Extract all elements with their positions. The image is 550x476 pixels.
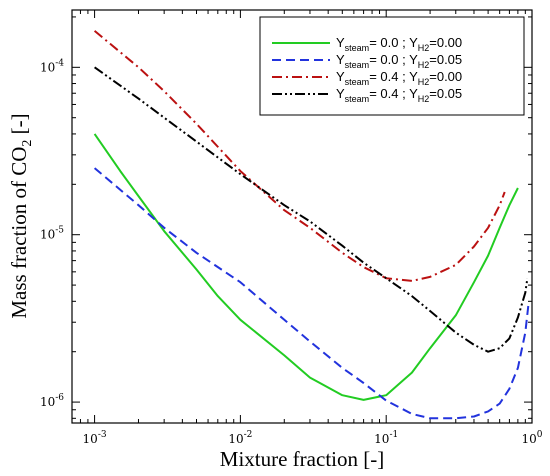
y-tick-label-base: 10 [40,395,55,409]
x-tick-label-3: 100 [521,430,542,446]
legend-samples [272,42,330,95]
y-tick-label-base: 10 [40,60,55,74]
x-tick-label-exp: 0 [537,430,543,440]
legend-3-t3: =0.00 [429,69,462,84]
y-tick-label-base: 10 [40,228,55,242]
plot-frame [71,9,533,424]
legend-3-s2: H2 [418,77,430,87]
legend-1-s1: steam [345,43,370,53]
y-tick-label-exp: -4 [55,58,64,68]
series-line-1 [93,133,519,401]
legend-3-t2: = 0.4 ; Y [369,69,418,84]
legend-4-s2: H2 [418,94,430,104]
legend-4-t2: = 0.4 ; Y [369,86,418,101]
legend-box [259,16,525,116]
legend-2-t3: =0.05 [429,52,462,67]
series-line-2 [93,167,530,420]
x-tick-label-2: 10-1 [374,430,398,446]
x-axis-label: Mixture fraction [-] [220,447,384,471]
legend-1-t1: Y [336,35,345,50]
legend-4-s1: steam [345,94,370,104]
y-axis-label-sub: 2 [20,140,35,147]
legend-1-t3: =0.00 [429,35,462,50]
y-axis-label-prefix: Mass fraction of CO [7,147,31,319]
legend-entry-4: Ysteam= 0.4 ; YH2=0.05 [336,86,462,104]
x-tick-label-1: 10-2 [228,430,252,446]
legend-1-t2: = 0.0 ; Y [369,35,418,50]
x-tick-label-exp: -3 [98,430,107,440]
legend-4-t3: =0.05 [429,86,462,101]
legend-2-t1: Y [336,52,345,67]
y-tick-label-2: 10-4 [40,58,64,74]
legend-4-t1: Y [336,86,345,101]
legend-1-s2: H2 [418,43,430,53]
y-axis-label-suffix: [-] [7,113,31,139]
series-lines [93,30,530,420]
axis-ticks [71,10,533,423]
x-tick-label-base: 10 [83,432,98,446]
legend-2-s2: H2 [418,60,430,70]
legend-2-s1: steam [345,60,370,70]
y-axis-label: Mass fraction of CO2 [-] [7,113,35,318]
series-line-3 [93,30,506,282]
y-tick-label-0: 10-6 [40,393,64,409]
legend: Ysteam= 0.0 ; YH2=0.00 Ysteam= 0.0 ; YH2… [259,16,525,116]
y-tick-label-exp: -5 [55,226,64,236]
legend-entry-2: Ysteam= 0.0 ; YH2=0.05 [336,52,462,70]
x-tick-label-0: 10-3 [83,430,107,446]
y-tick-label-exp: -6 [55,393,64,403]
legend-entry-3: Ysteam= 0.4 ; YH2=0.00 [336,69,462,87]
x-tick-label-exp: -2 [244,430,253,440]
x-tick-label-base: 10 [228,432,243,446]
x-tick-label-base: 10 [374,432,389,446]
legend-3-t1: Y [336,69,345,84]
x-tick-label-base: 10 [521,432,536,446]
legend-3-s1: steam [345,77,370,87]
y-tick-label-1: 10-5 [40,226,64,242]
legend-2-t2: = 0.0 ; Y [369,52,418,67]
x-tick-label-exp: -1 [389,430,398,440]
series-line-4 [94,66,529,353]
legend-entry-1: Ysteam= 0.0 ; YH2=0.00 [336,35,462,53]
